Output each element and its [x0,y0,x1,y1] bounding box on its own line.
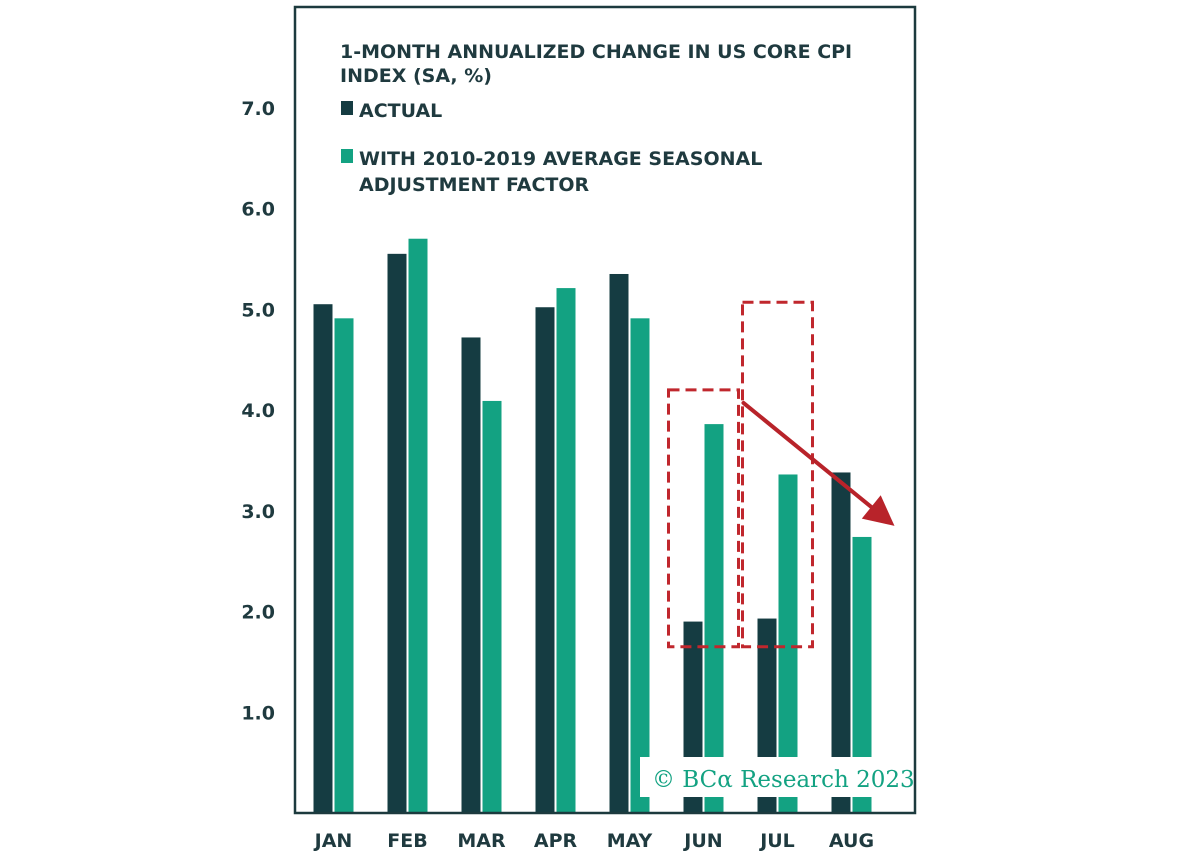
x-tick-label-may: MAY [607,830,653,852]
y-tick-label: 3.0 [241,501,275,523]
x-tick-label-aug: AUG [829,830,874,852]
y-tick-label: 1.0 [241,702,275,724]
title-line-2: INDEX (SA, %) [340,65,492,87]
trend-arrow-shaft [741,400,874,509]
highlight-box-jun [667,388,740,649]
bar-apr-actual [535,307,555,813]
legend-swatch-actual [341,101,353,115]
legend-label-actual: ACTUAL [359,100,442,122]
x-tick-label-mar: MAR [457,830,506,852]
legend-swatch-seasonal [341,149,353,163]
annotation-layer [667,300,895,649]
legend-label-seasonal-line-1: WITH 2010-2019 AVERAGE SEASONAL [359,148,762,170]
credit-group: © BCα Research 2023 [640,757,915,797]
y-tick-label: 4.0 [241,400,275,422]
y-tick-label: 6.0 [241,199,275,221]
bar-layer [313,238,872,814]
bar-aug-seasonal [852,536,872,813]
legend-label-seasonal-line-2: ADJUSTMENT FACTOR [359,174,590,196]
title-line-1: 1-MONTH ANNUALIZED CHANGE IN US CORE CPI [340,41,852,63]
y-tick-label: 2.0 [241,602,275,624]
plot-frame [293,5,917,815]
y-tick-label: 5.0 [241,299,275,321]
bar-apr-seasonal [556,288,576,813]
y-axis: 1.0 2.0 3.0 4.0 5.0 6.0 7.0 [241,98,275,725]
trend-arrow-head [861,495,895,526]
bar-mar-seasonal [482,400,502,813]
bar-feb-actual [387,253,407,813]
bar-may-actual [609,273,629,813]
x-tick-label-jul: JUL [758,830,795,852]
bar-jun-seasonal [704,424,724,813]
x-tick-label-apr: APR [534,830,578,852]
bar-jan-seasonal [334,318,354,813]
legend: ACTUAL WITH 2010-2019 AVERAGE SEASONAL A… [341,100,762,196]
bar-jan-actual [313,304,333,813]
y-tick-label: 7.0 [241,98,275,120]
credit-backdrop [640,757,900,797]
bar-feb-seasonal [408,238,428,814]
bar-may-seasonal [630,318,650,813]
x-tick-label-jun: JUN [682,830,722,852]
credit-text: © BCα Research 2023 [652,767,915,793]
x-axis: JAN FEB MAR APR MAY JUN JUL AUG [313,830,874,852]
highlight-box-jul [741,300,814,649]
bar-jul-seasonal [778,474,798,813]
chart-title: 1-MONTH ANNUALIZED CHANGE IN US CORE CPI… [340,41,852,87]
bar-aug-actual [831,472,851,813]
bar-mar-actual [461,337,481,813]
x-tick-label-feb: FEB [387,830,427,852]
x-tick-label-jan: JAN [313,830,353,852]
